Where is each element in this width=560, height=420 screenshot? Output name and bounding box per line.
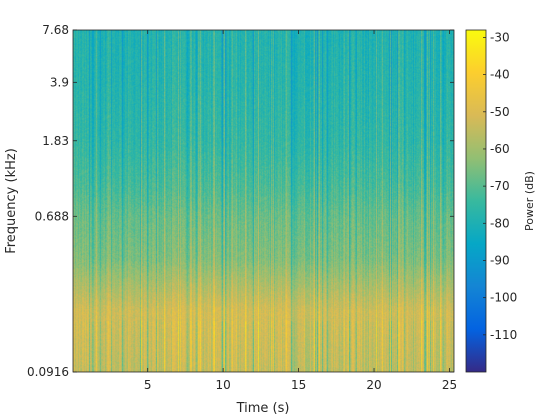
- plot-frame: [72, 29, 455, 373]
- spectrogram-plot: 5 10 15 20 25 0.0916 0.688 1.83 3.9 7.68 Time (s…: [4, 23, 457, 416]
- x-tick-label: 20: [366, 378, 381, 392]
- colorbar-gradient: [465, 29, 487, 373]
- x-tick-label: 15: [291, 378, 306, 392]
- x-tick-label: 10: [215, 378, 230, 392]
- y-axis: 0.0916 0.688 1.83 3.9 7.68: [27, 23, 454, 379]
- y-tick-label: 7.68: [42, 23, 69, 37]
- colorbar-tick-label: -70: [490, 179, 510, 193]
- colorbar-tick-label: -50: [490, 105, 510, 119]
- x-axis: 5 10 15 20 25: [144, 30, 457, 392]
- y-tick-label: 0.688: [35, 209, 69, 223]
- y-tick-label: 3.9: [50, 75, 69, 89]
- colorbar-axis: -110 -100 -90 -80 -70 -60 -50 -40 -30: [483, 30, 517, 342]
- colorbar-tick-label: -60: [490, 142, 510, 156]
- colorbar: -110 -100 -90 -80 -70 -60 -50 -40 -30 Power (dB): [465, 29, 536, 373]
- colorbar-tick-label: -80: [490, 216, 510, 230]
- colorbar-tick-label: -40: [490, 68, 510, 82]
- colorbar-tick-label: -100: [490, 291, 517, 305]
- colorbar-tick-label: -110: [490, 328, 517, 342]
- x-tick-label: 25: [442, 378, 457, 392]
- colorbar-label: Power (dB): [523, 171, 536, 231]
- x-axis-label: Time (s): [236, 401, 290, 416]
- colorbar-tick-label: -90: [490, 253, 510, 267]
- x-tick-label: 5: [144, 378, 152, 392]
- spectrogram-image: [73, 30, 454, 372]
- y-tick-label: 0.0916: [27, 365, 69, 379]
- y-tick-label: 1.83: [42, 134, 69, 148]
- y-axis-label: Frequency (kHz): [4, 148, 19, 254]
- colorbar-tick-label: -30: [490, 30, 510, 44]
